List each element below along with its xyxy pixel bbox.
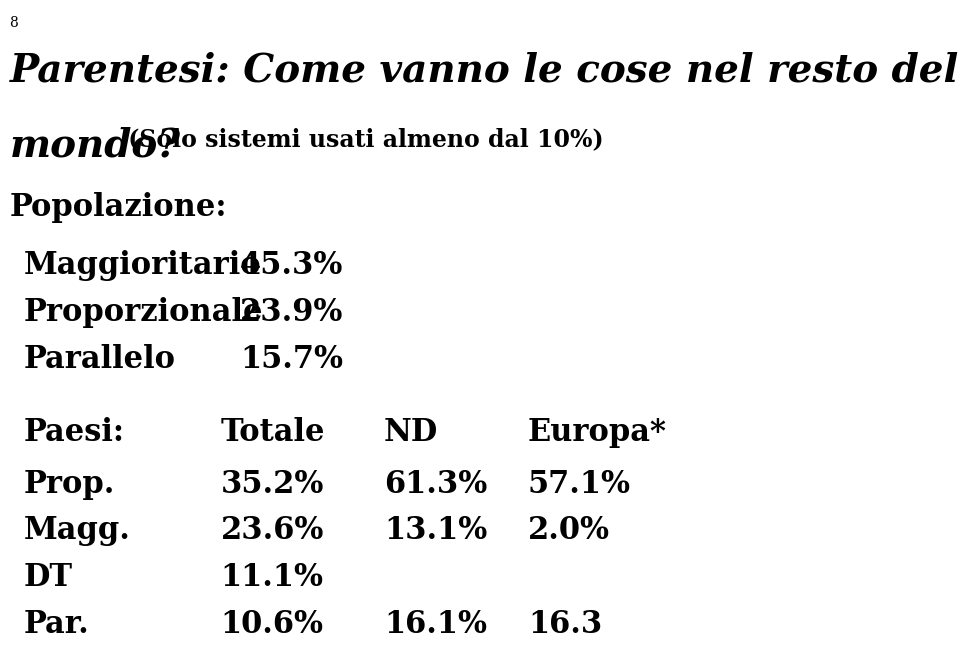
Text: Magg.: Magg. (24, 515, 131, 547)
Text: Totale: Totale (221, 417, 325, 448)
Text: Proporzionale: Proporzionale (24, 297, 263, 328)
Text: Maggioritario: Maggioritario (24, 250, 262, 281)
Text: Parallelo: Parallelo (24, 344, 176, 375)
Text: Parentesi: Come vanno le cose nel resto del: Parentesi: Come vanno le cose nel resto … (10, 52, 959, 90)
Text: 23.9%: 23.9% (240, 297, 344, 328)
Text: 45.3%: 45.3% (240, 250, 344, 281)
Text: Prop.: Prop. (24, 469, 115, 500)
Text: (Solo sistemi usati almeno dal 10%): (Solo sistemi usati almeno dal 10%) (120, 127, 604, 151)
Text: Europa*: Europa* (528, 417, 667, 448)
Text: 35.2%: 35.2% (221, 469, 324, 500)
Text: 57.1%: 57.1% (528, 469, 631, 500)
Text: 23.6%: 23.6% (221, 515, 324, 547)
Text: 16.3: 16.3 (528, 609, 602, 640)
Text: Popolazione:: Popolazione: (10, 192, 228, 223)
Text: 61.3%: 61.3% (384, 469, 488, 500)
Text: Par.: Par. (24, 609, 89, 640)
Text: 10.6%: 10.6% (221, 609, 324, 640)
Text: 13.1%: 13.1% (384, 515, 488, 547)
Text: mondo?: mondo? (10, 127, 180, 164)
Text: ND: ND (384, 417, 439, 448)
Text: 15.7%: 15.7% (240, 344, 343, 375)
Text: 11.1%: 11.1% (221, 562, 324, 593)
Text: 8: 8 (10, 16, 18, 31)
Text: 2.0%: 2.0% (528, 515, 610, 547)
Text: Paesi:: Paesi: (24, 417, 125, 448)
Text: DT: DT (24, 562, 73, 593)
Text: 16.1%: 16.1% (384, 609, 487, 640)
